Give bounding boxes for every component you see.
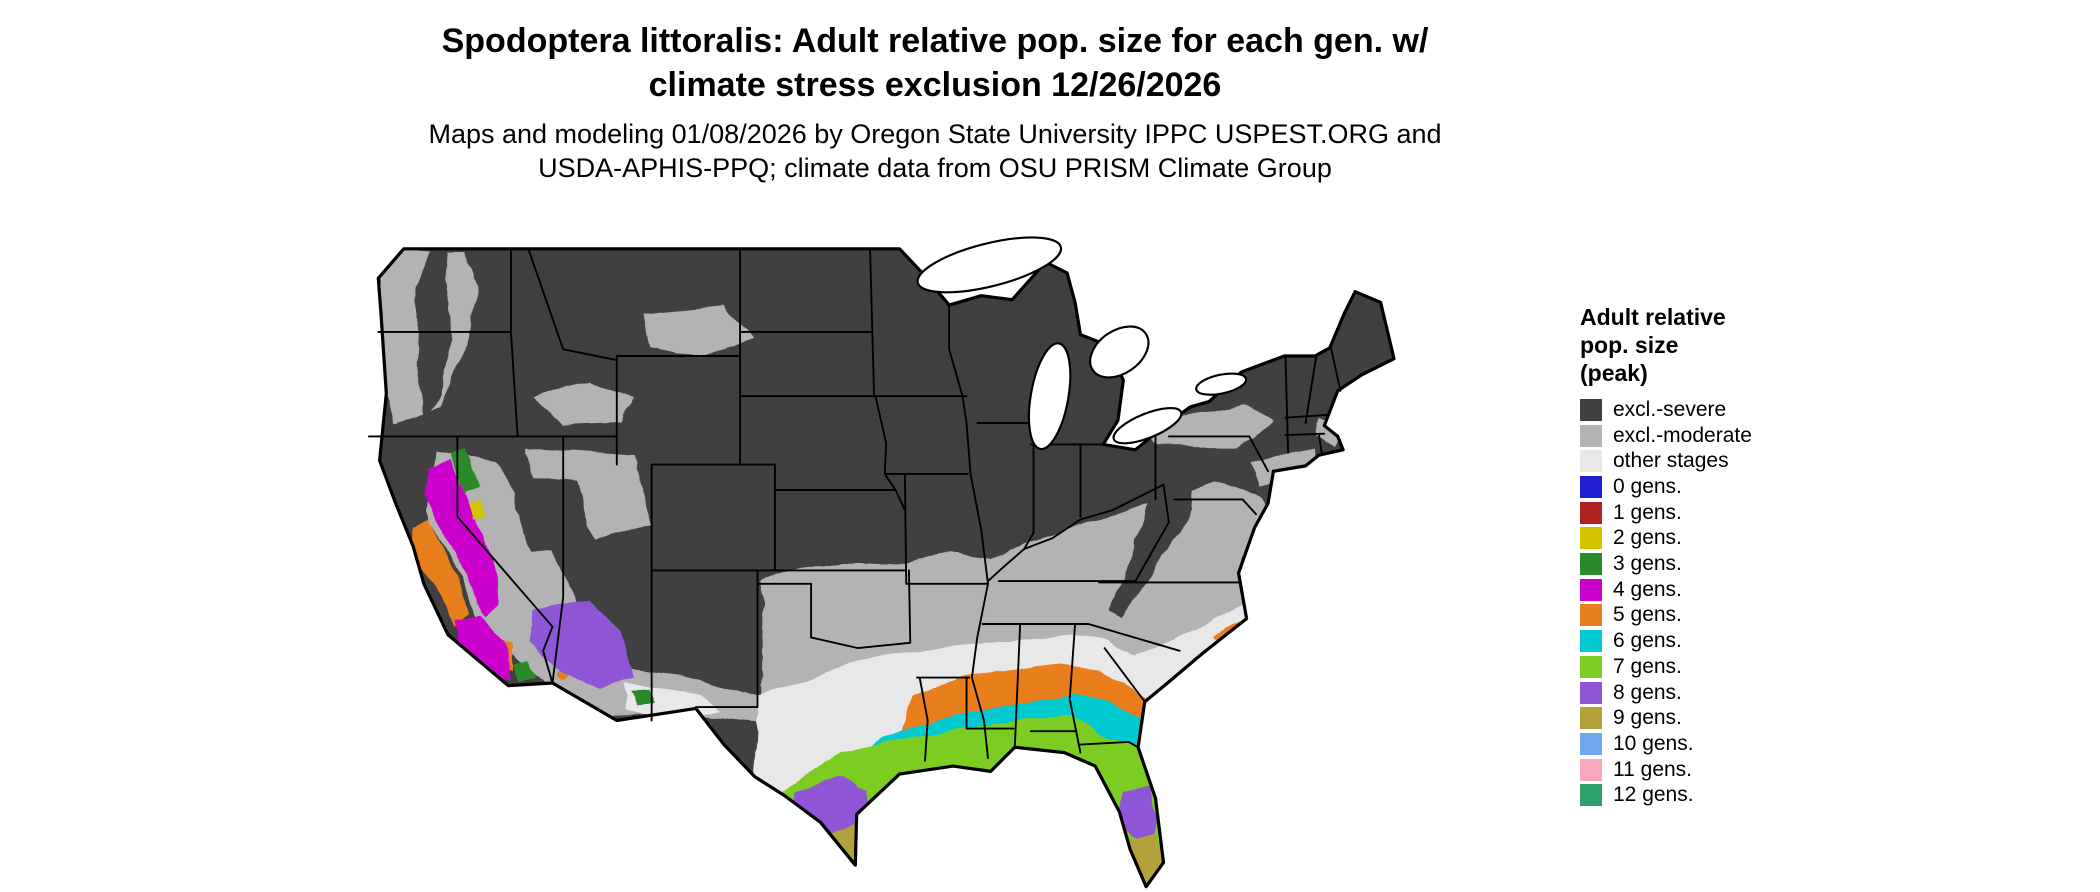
legend-item-label: 9 gens. [1613, 706, 1682, 730]
legend-item: other stages [1580, 449, 1880, 475]
legend-swatch-10-gens [1580, 732, 1602, 755]
legend-swatch-7-gens [1580, 655, 1602, 678]
legend-swatch-1-gens [1580, 501, 1602, 524]
us-map-svg [367, 236, 1396, 889]
legend-swatch-11-gens [1580, 758, 1602, 781]
legend-item-label: 5 gens. [1613, 603, 1682, 627]
legend-item: 9 gens. [1580, 705, 1880, 731]
legend-item: 10 gens. [1580, 731, 1880, 757]
lake-michigan-shape [1027, 342, 1072, 451]
regions-2-gens [472, 499, 489, 521]
legend-item-label: 8 gens. [1613, 680, 1682, 704]
legend-item: excl.-moderate [1580, 423, 1880, 449]
lake-erie-shape [1112, 407, 1183, 445]
legend-item: 1 gens. [1580, 500, 1880, 526]
legend-item-label: 4 gens. [1613, 577, 1682, 601]
great-lakes [916, 236, 1248, 451]
legend-swatch-other-stages [1580, 450, 1602, 473]
legend-item: 12 gens. [1580, 782, 1880, 808]
legend-item-label: 12 gens. [1613, 783, 1694, 807]
legend-swatch-3-gens [1580, 553, 1602, 576]
regions-9-gens [829, 820, 1165, 886]
legend-item-label: excl.-severe [1613, 397, 1727, 421]
legend-item-label: 3 gens. [1613, 552, 1682, 576]
legend-item-label: 2 gens. [1613, 526, 1682, 550]
us-map [322, 222, 1528, 892]
map-title: Spodoptera littoralis: Adult relative po… [260, 20, 1610, 107]
legend-swatch-2-gens [1580, 527, 1602, 550]
legend-item: 0 gens. [1580, 474, 1880, 500]
legend-swatch-excl-moderate [1580, 424, 1602, 447]
legend-item: 6 gens. [1580, 628, 1880, 654]
map-title-line1: Spodoptera littoralis: Adult relative po… [441, 22, 1429, 60]
legend-item: 4 gens. [1580, 577, 1880, 603]
legend-swatch-5-gens [1580, 604, 1602, 627]
legend-swatch-0-gens [1580, 476, 1602, 499]
legend-item-label: 6 gens. [1613, 629, 1682, 653]
legend-title: Adult relative pop. size (peak) [1580, 303, 1880, 387]
legend-item-label: 11 gens. [1613, 757, 1693, 781]
legend-item: 7 gens. [1580, 654, 1880, 680]
legend-title-line3: (peak) [1580, 360, 1648, 387]
legend-title-line1: Adult relative [1580, 304, 1726, 330]
legend-swatch-9-gens [1580, 707, 1602, 730]
legend-swatch-6-gens [1580, 630, 1602, 653]
legend-item: excl.-severe [1580, 397, 1880, 423]
lake-ontario-shape [1195, 372, 1248, 396]
lake-huron-shape [1089, 325, 1150, 379]
state-borders [367, 247, 1342, 762]
regions-8-gens [528, 601, 1161, 850]
map-title-line2: climate stress exclusion 12/26/2026 [648, 65, 1222, 104]
map-subtitle-line2: USDA-APHIS-PPQ; climate data from OSU PR… [538, 152, 1332, 183]
legend-title-line2: pop. size [1580, 332, 1679, 359]
legend-item-label: 1 gens. [1613, 500, 1682, 524]
lake-superior-shape [916, 236, 1063, 294]
legend-item: 2 gens. [1580, 526, 1880, 552]
legend-item-label: 10 gens. [1613, 731, 1694, 755]
legend-item-label: 0 gens. [1613, 475, 1682, 499]
legend-item-label: excl.-moderate [1613, 423, 1752, 447]
map-subtitle: Maps and modeling 01/08/2026 by Oregon S… [260, 118, 1610, 186]
legend-item-label: 7 gens. [1613, 654, 1682, 678]
legend-item: 8 gens. [1580, 680, 1880, 706]
regions-3-gens [449, 451, 655, 709]
map-subtitle-line1: Maps and modeling 01/08/2026 by Oregon S… [428, 119, 1442, 149]
legend-swatch-12-gens [1580, 784, 1602, 807]
legend-item: 5 gens. [1580, 603, 1880, 629]
legend-item: 3 gens. [1580, 551, 1880, 577]
legend-swatch-8-gens [1580, 681, 1602, 704]
legend-swatch-4-gens [1580, 578, 1602, 601]
legend-item-label: other stages [1613, 449, 1729, 473]
legend: Adult relative pop. size (peak) excl.-se… [1580, 303, 1880, 808]
legend-item: 11 gens. [1580, 757, 1880, 783]
legend-swatch-excl-severe [1580, 398, 1602, 421]
